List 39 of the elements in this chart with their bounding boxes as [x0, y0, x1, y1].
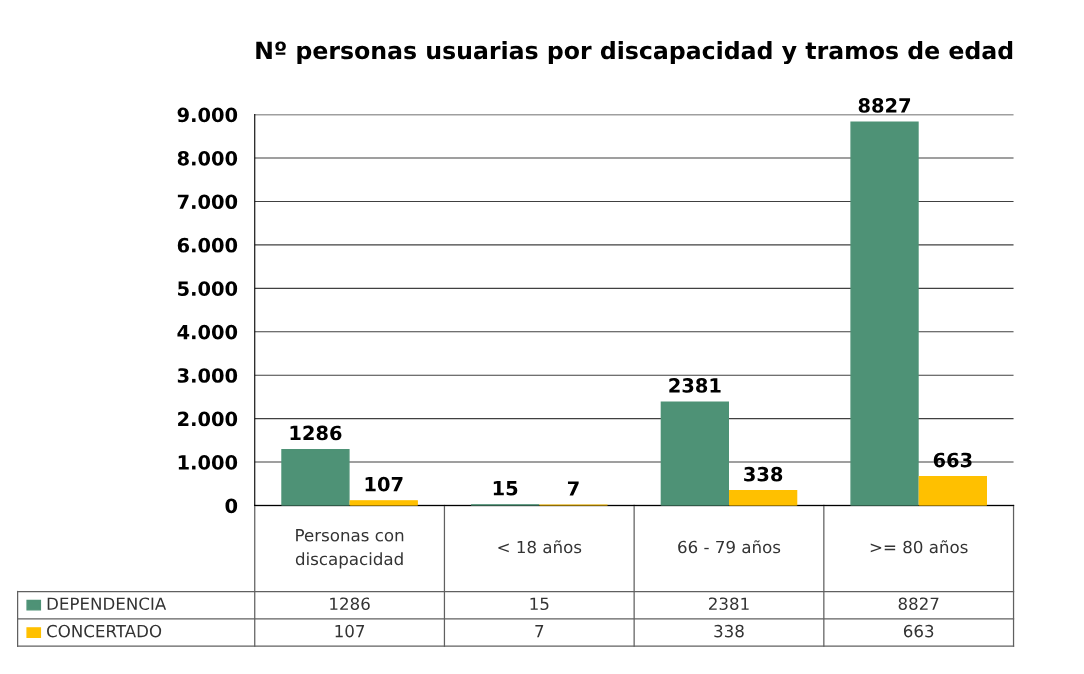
bar — [281, 448, 350, 506]
data-label: 15 — [493, 481, 518, 496]
x-tick-label: Personas con discapacidad — [295, 529, 404, 569]
y-tick-label: 8.000 — [177, 150, 238, 166]
y-tick-label: 6.000 — [177, 237, 238, 253]
bar — [660, 401, 730, 506]
data-label: 107 — [365, 476, 403, 492]
y-tick-label: 9.000 — [177, 107, 238, 123]
text: 15 — [530, 597, 549, 611]
x-tick-label: 66 - 79 años — [678, 540, 781, 554]
text: 1286 — [330, 597, 370, 611]
y-tick-label: 5.000 — [178, 281, 238, 296]
data-label: 2381 — [669, 378, 721, 393]
text: 8827 — [898, 597, 939, 611]
legend-label: CONCERTADO — [47, 624, 162, 638]
y-tick-label: 4.000 — [177, 324, 238, 340]
x-tick-label: < 18 años — [498, 540, 582, 554]
y-tick-label: 0 — [225, 498, 238, 514]
text: 107 — [335, 624, 365, 638]
y-tick-label: 2.000 — [178, 411, 238, 427]
bar — [918, 476, 987, 506]
x-tick-label: >= 80 años — [870, 540, 968, 554]
data-label: 663 — [933, 452, 972, 468]
bar — [850, 121, 919, 506]
chart-title: Nº personas usuarias por discapacidad y tramos de edad — [256, 41, 1013, 65]
text: 338 — [714, 624, 744, 638]
legend-label: DEPENDENCIA — [47, 597, 167, 611]
data-label: 338 — [744, 466, 783, 482]
data-label: 7 — [567, 481, 579, 496]
data-label: 1286 — [290, 425, 342, 441]
y-tick-label: 3.000 — [177, 368, 238, 383]
y-tick-label: 1.000 — [178, 455, 238, 470]
bar — [349, 500, 418, 506]
text: 663 — [903, 624, 934, 638]
data-label: 8827 — [858, 98, 911, 113]
text: 7 — [535, 625, 544, 638]
y-tick-label: 7.000 — [177, 194, 238, 210]
text: 2381 — [709, 597, 749, 611]
bar — [728, 490, 798, 506]
